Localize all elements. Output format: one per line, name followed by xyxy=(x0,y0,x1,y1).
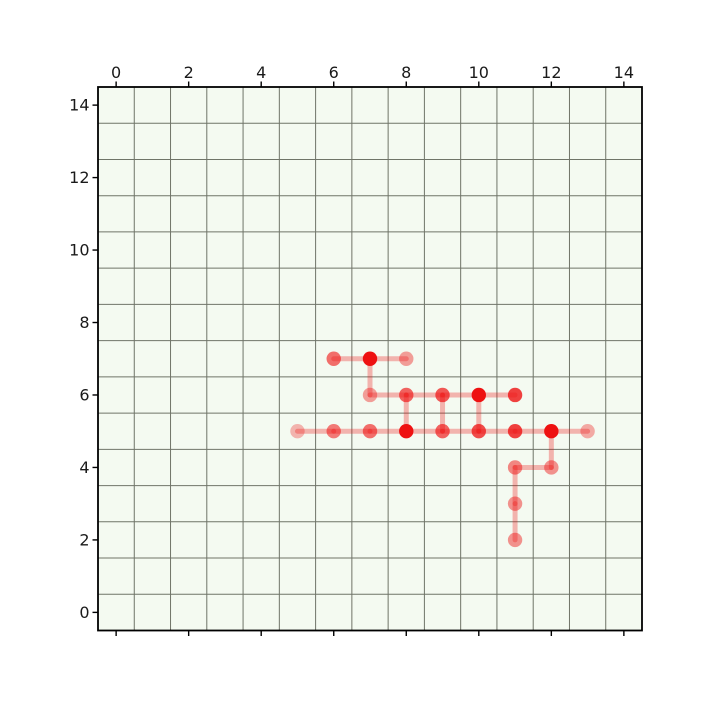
y-tick-label: 4 xyxy=(79,458,89,477)
trajectory-point xyxy=(544,460,559,475)
trajectory-point xyxy=(362,351,378,366)
trajectory-point xyxy=(399,387,414,403)
y-tick-label: 10 xyxy=(69,241,89,260)
y-tick-label: 12 xyxy=(69,168,89,187)
trajectory-point xyxy=(362,387,378,403)
trajectory-point xyxy=(507,387,523,403)
trajectory-point xyxy=(507,532,523,548)
x-tick-label: 10 xyxy=(469,63,489,82)
x-tick-label: 8 xyxy=(401,63,411,82)
trajectory-point xyxy=(435,387,450,403)
y-tick-label: 6 xyxy=(79,385,89,404)
y-tick-label: 0 xyxy=(79,603,89,622)
trajectory-point xyxy=(399,351,414,366)
y-tick-label: 8 xyxy=(79,313,89,332)
x-tick-label: 6 xyxy=(329,63,339,82)
y-tick-label: 2 xyxy=(79,530,89,549)
trajectory-point xyxy=(435,424,450,439)
trajectory-point xyxy=(544,424,559,439)
trajectory-point xyxy=(471,387,486,403)
x-tick-label: 4 xyxy=(256,63,266,82)
trajectory-point xyxy=(399,424,414,439)
trajectory-point xyxy=(290,424,305,439)
trajectory-point xyxy=(362,424,378,439)
x-tick-label: 2 xyxy=(184,63,194,82)
y-tick-label: 14 xyxy=(69,96,89,115)
trajectory-point xyxy=(326,351,341,366)
trajectory-point xyxy=(507,424,523,439)
trajectory-point xyxy=(507,460,523,475)
trajectory-point xyxy=(507,496,523,511)
axes-spines xyxy=(97,86,643,632)
x-tick-label: 12 xyxy=(541,63,561,82)
trajectory-point xyxy=(471,424,486,439)
trajectory-point xyxy=(580,424,595,439)
x-tick-label: 0 xyxy=(111,63,121,82)
trajectory-point xyxy=(326,424,341,439)
x-tick-label: 14 xyxy=(614,63,634,82)
